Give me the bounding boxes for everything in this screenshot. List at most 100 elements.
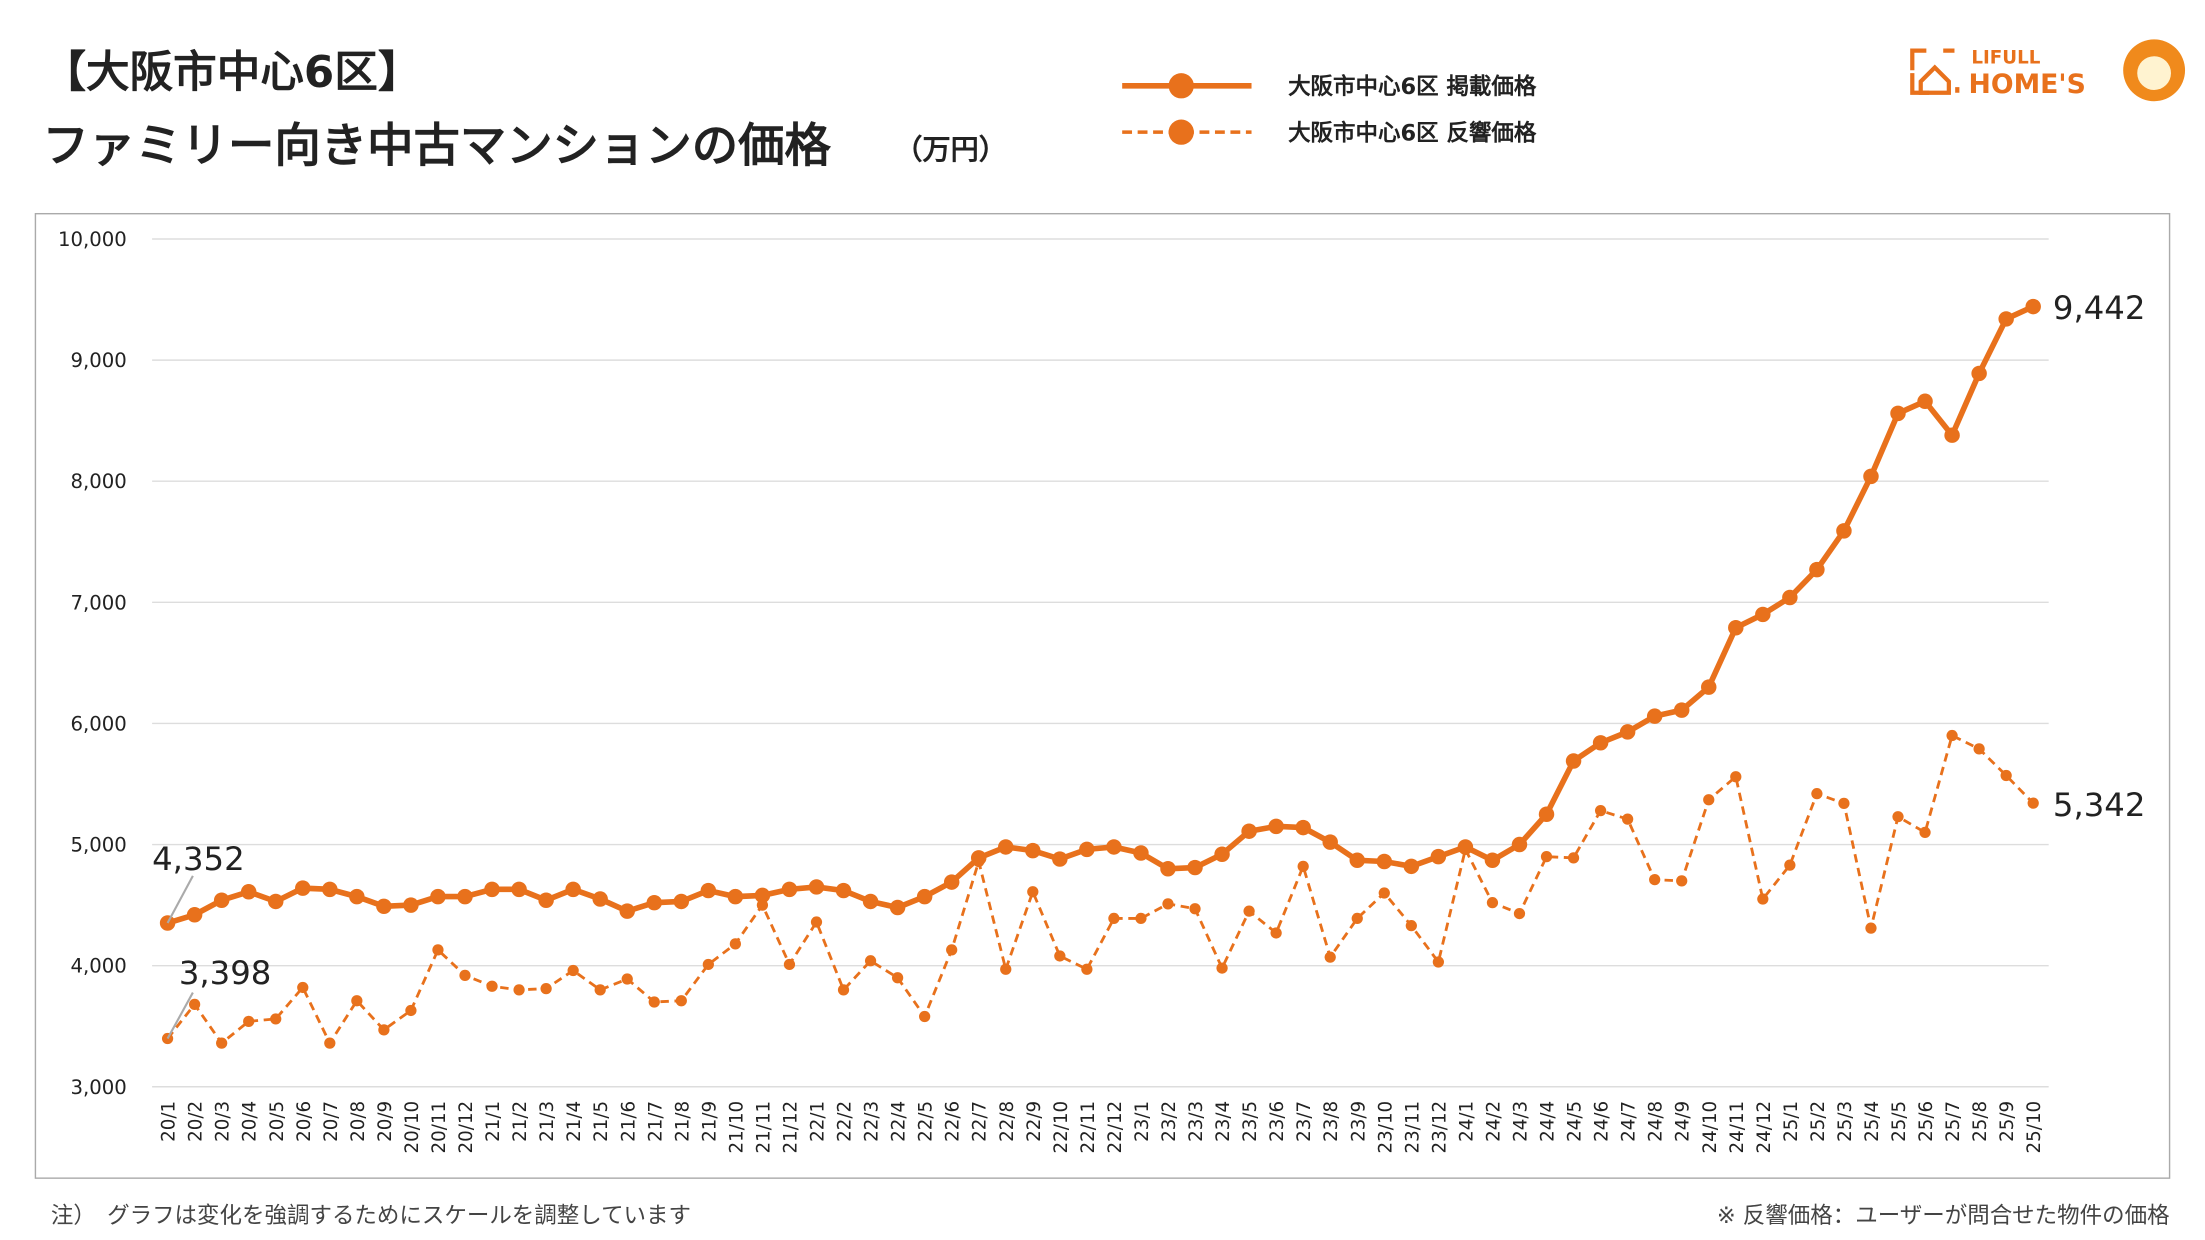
data-point — [376, 898, 392, 915]
x-tick-label: 24/9 — [1673, 1101, 1694, 1142]
x-tick-label: 21/1 — [483, 1101, 504, 1142]
plot-frame — [34, 212, 2171, 1179]
data-point — [594, 984, 606, 996]
x-tick-label: 22/1 — [808, 1101, 829, 1142]
data-point — [1998, 311, 2014, 327]
y-tick-label: 10,000 — [58, 228, 127, 251]
x-tick-label: 20/9 — [375, 1101, 396, 1142]
data-point — [511, 881, 527, 898]
x-tick-label: 25/6 — [1916, 1101, 1937, 1142]
x-tick-label: 21/12 — [780, 1101, 801, 1154]
data-point — [1270, 927, 1282, 939]
data-point — [2027, 797, 2039, 809]
data-point — [754, 887, 771, 904]
x-tick-label: 23/7 — [1294, 1101, 1315, 1142]
data-point — [1646, 708, 1663, 724]
data-point — [1106, 839, 1122, 855]
data-point — [349, 888, 365, 905]
y-tick-label: 8,000 — [70, 470, 126, 493]
data-point — [1189, 903, 1201, 915]
data-point — [1216, 962, 1228, 974]
data-point — [781, 881, 798, 898]
data-point — [1133, 845, 1149, 861]
series-line — [166, 733, 2035, 1047]
logo: LIFULL HOME'S — [1910, 39, 2186, 102]
data-point — [1081, 963, 1093, 975]
x-tick-label: 24/5 — [1565, 1101, 1586, 1142]
x-tick-label: 20/12 — [456, 1101, 477, 1154]
x-tick-label: 24/7 — [1619, 1101, 1640, 1142]
data-label: 4,352 — [152, 840, 245, 878]
x-tick-label: 25/7 — [1943, 1101, 1964, 1142]
legend-label: 大阪市中心6区 反響価格 — [1288, 120, 1537, 147]
x-tick-label: 23/9 — [1348, 1101, 1369, 1142]
x-tick-label: 22/7 — [970, 1101, 991, 1142]
data-point — [2000, 769, 2012, 782]
x-tick-label: 22/5 — [916, 1101, 937, 1142]
data-point — [1784, 859, 1796, 871]
data-point — [1324, 951, 1336, 963]
data-point — [538, 892, 554, 908]
data-point — [1187, 859, 1203, 876]
x-tick-label: 25/1 — [1781, 1101, 1802, 1142]
data-point — [1594, 805, 1607, 817]
y-tick-label: 7,000 — [70, 591, 126, 614]
data-point — [1809, 561, 1825, 578]
data-point — [1890, 405, 1906, 422]
data-point — [1619, 724, 1636, 740]
x-tick-label: 21/10 — [726, 1101, 747, 1154]
data-point — [351, 995, 363, 1007]
data-point — [943, 874, 960, 890]
data-point — [1865, 922, 1877, 934]
y-tick-label: 3,000 — [70, 1076, 126, 1099]
legend-label: 大阪市中心6区 掲載価格 — [1288, 73, 1537, 100]
data-point — [864, 955, 877, 967]
data-point — [702, 958, 714, 971]
x-tick-label: 24/4 — [1538, 1101, 1559, 1142]
x-tick-label: 20/1 — [159, 1101, 180, 1142]
data-point — [270, 1013, 282, 1025]
data-point — [243, 1015, 255, 1027]
data-point — [1511, 836, 1528, 853]
data-point — [1403, 858, 1420, 875]
data-point — [1241, 823, 1257, 839]
leader-line — [166, 992, 194, 1040]
data-point — [1730, 771, 1742, 783]
data-point — [432, 944, 444, 956]
data-point — [1838, 797, 1850, 809]
data-point — [267, 893, 284, 910]
data-point — [646, 894, 662, 911]
data-point — [891, 972, 904, 984]
data-point — [1025, 842, 1041, 859]
data-point — [1349, 852, 1365, 869]
data-point — [1836, 523, 1852, 539]
data-point — [1540, 851, 1553, 863]
data-point — [1782, 589, 1798, 606]
data-point — [322, 881, 338, 898]
x-tick-label: 20/5 — [267, 1101, 288, 1142]
data-point — [1297, 860, 1309, 872]
data-point — [1757, 893, 1769, 905]
x-tick-label: 22/6 — [943, 1101, 964, 1142]
x-tick-label: 24/8 — [1646, 1101, 1667, 1142]
data-point — [188, 998, 201, 1011]
x-tick-label: 20/3 — [213, 1101, 234, 1142]
x-tick-label: 23/6 — [1267, 1101, 1288, 1142]
x-tick-label: 22/2 — [835, 1101, 856, 1142]
data-point — [1701, 679, 1717, 695]
data-point — [1917, 393, 1933, 410]
x-tick-label: 25/2 — [1808, 1101, 1829, 1142]
data-point — [1567, 852, 1580, 864]
data-point — [1622, 813, 1634, 825]
x-tick-label: 21/7 — [645, 1101, 666, 1142]
data-point — [1027, 886, 1039, 898]
data-point — [1295, 819, 1311, 836]
x-tick-label: 23/11 — [1402, 1101, 1423, 1154]
x-tick-label: 22/4 — [889, 1101, 910, 1142]
data-point — [324, 1037, 336, 1049]
data-point — [1268, 818, 1284, 835]
data-point — [1079, 841, 1095, 858]
data-point — [756, 899, 769, 911]
